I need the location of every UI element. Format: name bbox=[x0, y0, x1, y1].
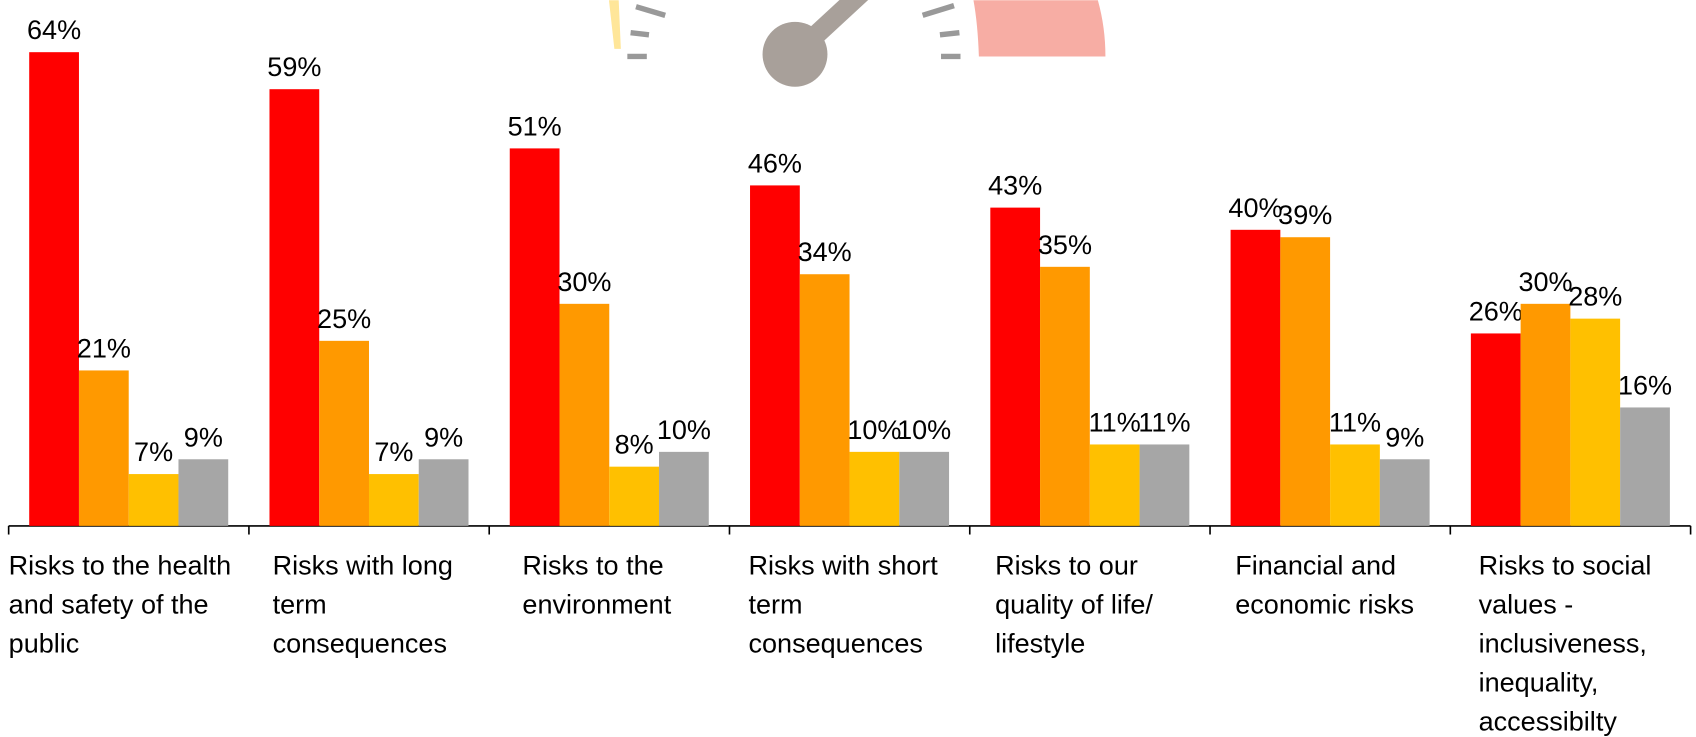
value-label: 11% bbox=[1138, 407, 1190, 437]
bar bbox=[368, 474, 419, 526]
x-tick-label: Risks to the environment bbox=[522, 550, 672, 620]
bar bbox=[849, 451, 900, 526]
value-label: 34% bbox=[798, 237, 852, 267]
value-label: 35% bbox=[1038, 230, 1092, 260]
value-label: 46% bbox=[748, 148, 802, 178]
bar bbox=[418, 459, 469, 526]
value-label: 21% bbox=[77, 333, 131, 363]
x-tick-label-box: Financial and economic risks bbox=[1235, 550, 1415, 620]
value-label: 51% bbox=[508, 111, 562, 141]
bar bbox=[990, 207, 1041, 526]
bar bbox=[1620, 407, 1670, 526]
bar bbox=[609, 466, 660, 526]
bar bbox=[78, 370, 129, 526]
bar bbox=[1230, 229, 1281, 526]
bar bbox=[750, 185, 800, 526]
value-label: 64% bbox=[27, 15, 81, 45]
bar bbox=[1280, 237, 1331, 526]
bar bbox=[509, 148, 560, 526]
value-label: 39% bbox=[1278, 200, 1332, 230]
bar bbox=[559, 303, 610, 526]
value-label: 9% bbox=[1385, 422, 1424, 452]
bar bbox=[1040, 266, 1090, 526]
value-label: 9% bbox=[184, 422, 223, 452]
bar bbox=[1330, 444, 1380, 526]
gauge-decoration bbox=[608, 0, 1106, 87]
value-label: 30% bbox=[557, 267, 611, 297]
bar bbox=[178, 459, 229, 526]
bar bbox=[1379, 459, 1430, 526]
x-tick-label: Risks to social values - inclusiveness, … bbox=[1478, 550, 1652, 737]
value-label: 10% bbox=[657, 415, 711, 445]
value-label: 59% bbox=[267, 52, 321, 82]
x-tick-label: Risks to our quality of life/ lifestyle bbox=[995, 550, 1153, 659]
bar bbox=[319, 340, 369, 526]
value-label: 7% bbox=[374, 437, 413, 467]
x-tick-label: Risks with short term consequences bbox=[748, 550, 938, 659]
bar bbox=[659, 451, 709, 526]
value-label: 11% bbox=[1089, 407, 1141, 437]
bar bbox=[1089, 444, 1140, 526]
bar bbox=[128, 474, 179, 526]
bar bbox=[799, 274, 850, 526]
bar bbox=[1470, 333, 1521, 526]
bar bbox=[1520, 303, 1571, 526]
value-label: 9% bbox=[424, 422, 463, 452]
value-label: 30% bbox=[1518, 267, 1572, 297]
value-label: 28% bbox=[1568, 282, 1622, 312]
x-tick-label-box: Risks to social values - inclusiveness, … bbox=[1478, 550, 1652, 737]
value-label: 26% bbox=[1469, 296, 1523, 326]
x-tick-label-box: Risks to the health and safety of the pu… bbox=[8, 550, 232, 659]
x-tick-label-box: Risks to our quality of life/ lifestyle bbox=[995, 550, 1153, 659]
value-label: 43% bbox=[988, 171, 1042, 201]
x-tick-label-box: Risks with long term consequences bbox=[272, 550, 453, 659]
x-tick-label-box: Risks to the environment bbox=[522, 550, 672, 620]
value-label: 11% bbox=[1329, 407, 1381, 437]
x-tick-label: Financial and economic risks bbox=[1235, 550, 1415, 620]
bar bbox=[1139, 444, 1190, 526]
value-label: 10% bbox=[897, 415, 951, 445]
x-tick-label: Risks with long term consequences bbox=[272, 550, 453, 659]
value-label: 25% bbox=[317, 304, 371, 334]
value-label: 40% bbox=[1228, 193, 1282, 223]
bar bbox=[269, 89, 320, 526]
value-label: 8% bbox=[615, 430, 654, 460]
value-label: 10% bbox=[847, 415, 901, 445]
bar bbox=[899, 451, 950, 526]
value-label: 16% bbox=[1618, 370, 1672, 400]
x-tick-label: Risks to the health and safety of the pu… bbox=[8, 550, 232, 659]
value-label: 7% bbox=[134, 437, 173, 467]
bar bbox=[1570, 318, 1621, 526]
x-tick-label-box: Risks with short term consequences bbox=[748, 550, 938, 659]
bar bbox=[29, 52, 79, 526]
